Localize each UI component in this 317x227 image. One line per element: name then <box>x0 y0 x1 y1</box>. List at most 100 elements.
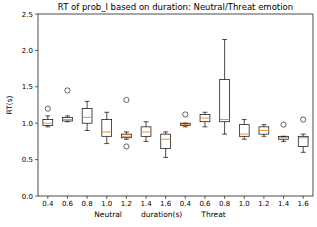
box <box>121 134 131 138</box>
x-tick-label: 0.4 <box>180 200 192 208</box>
x-axis-label: Neutral duration(s) Threat <box>94 210 226 219</box>
median <box>180 124 190 125</box>
box <box>102 120 112 137</box>
x-tick <box>126 196 127 199</box>
whisker-low <box>303 146 304 152</box>
cap-low <box>261 136 266 137</box>
median <box>279 137 289 138</box>
cap-low <box>45 126 50 127</box>
x-tick <box>146 196 147 199</box>
median <box>121 136 131 137</box>
cap-low <box>281 141 286 142</box>
cap-low <box>104 143 109 144</box>
x-tick <box>204 196 205 199</box>
whisker-low <box>87 123 88 130</box>
plot-frame <box>38 14 313 196</box>
whisker-high <box>87 101 88 108</box>
median <box>63 119 73 120</box>
cap-low <box>301 152 306 153</box>
y-tick <box>35 159 38 160</box>
box <box>259 127 269 134</box>
box <box>200 114 210 121</box>
outlier <box>183 112 188 117</box>
cap-high <box>124 131 129 132</box>
x-tick-label: 1.6 <box>298 200 310 208</box>
outlier <box>45 106 50 111</box>
x-tick-label: 1.2 <box>258 200 269 208</box>
median <box>298 137 308 138</box>
median <box>102 131 112 132</box>
whisker-high <box>47 116 48 120</box>
title: RT of prob_l based on duration: Neutral/… <box>58 2 293 12</box>
x-tick-label: 1.4 <box>140 200 152 208</box>
y-tick-label: 1.0 <box>22 120 33 128</box>
x-tick <box>67 196 68 199</box>
box <box>279 136 289 139</box>
cap-low <box>183 126 188 127</box>
whisker-low <box>106 136 107 143</box>
x-tick-label: 0.4 <box>42 200 54 208</box>
x-tick <box>165 196 166 199</box>
median <box>239 134 249 135</box>
y-tick <box>35 50 38 51</box>
box <box>180 123 190 125</box>
median <box>259 130 269 131</box>
cap-low <box>163 157 168 158</box>
boxes <box>43 39 308 157</box>
cap-high <box>222 39 227 40</box>
outlier <box>124 97 129 102</box>
median <box>82 117 92 118</box>
whisker-low <box>204 122 205 127</box>
cap-high <box>144 121 149 122</box>
x-tick <box>224 196 225 199</box>
box <box>298 136 308 146</box>
x-tick <box>185 196 186 199</box>
median <box>43 123 53 124</box>
y-tick <box>35 14 38 15</box>
box <box>161 134 171 149</box>
median <box>220 119 230 120</box>
outlier <box>65 88 70 93</box>
y-tick <box>35 123 38 124</box>
x-tick <box>87 196 88 199</box>
cap-low <box>144 141 149 142</box>
cap-high <box>163 131 168 132</box>
box <box>141 127 151 136</box>
x-tick-label: 1.6 <box>160 200 172 208</box>
whisker-low <box>146 136 147 141</box>
cap-low <box>203 126 208 127</box>
x-tick <box>106 196 107 199</box>
box <box>63 117 73 121</box>
cap-high <box>85 101 90 102</box>
whisker-high <box>244 120 245 125</box>
cap-high <box>203 112 208 113</box>
whisker-low <box>165 149 166 158</box>
cap-low <box>242 139 247 140</box>
x-tick <box>47 196 48 199</box>
x-tick-label: 1.2 <box>121 200 132 208</box>
x-tick <box>303 196 304 199</box>
cap-low <box>85 130 90 131</box>
median <box>161 139 171 140</box>
chart: RT of prob_l based on duration: Neutral/… <box>0 0 317 227</box>
median <box>141 131 151 132</box>
box <box>220 80 230 122</box>
whisker-high <box>146 122 147 127</box>
x-tick <box>283 196 284 199</box>
cap-high <box>242 119 247 120</box>
cap-high <box>301 134 306 135</box>
x-tick-label: 0.8 <box>219 200 230 208</box>
y-tick-label: 2.5 <box>22 11 33 19</box>
x-tick <box>244 196 245 199</box>
cap-high <box>45 115 50 116</box>
x-tick <box>263 196 264 199</box>
cap-high <box>261 124 266 125</box>
cap-high <box>104 112 109 113</box>
outlier <box>301 117 306 122</box>
y-tick-label: 0.5 <box>22 156 33 164</box>
outlier <box>124 144 129 149</box>
y-tick-label: 0.0 <box>22 193 33 201</box>
y-axis-label: RT(s) <box>5 95 14 114</box>
x-tick-label: 1.4 <box>278 200 290 208</box>
x-tick-label: 1.0 <box>101 200 112 208</box>
